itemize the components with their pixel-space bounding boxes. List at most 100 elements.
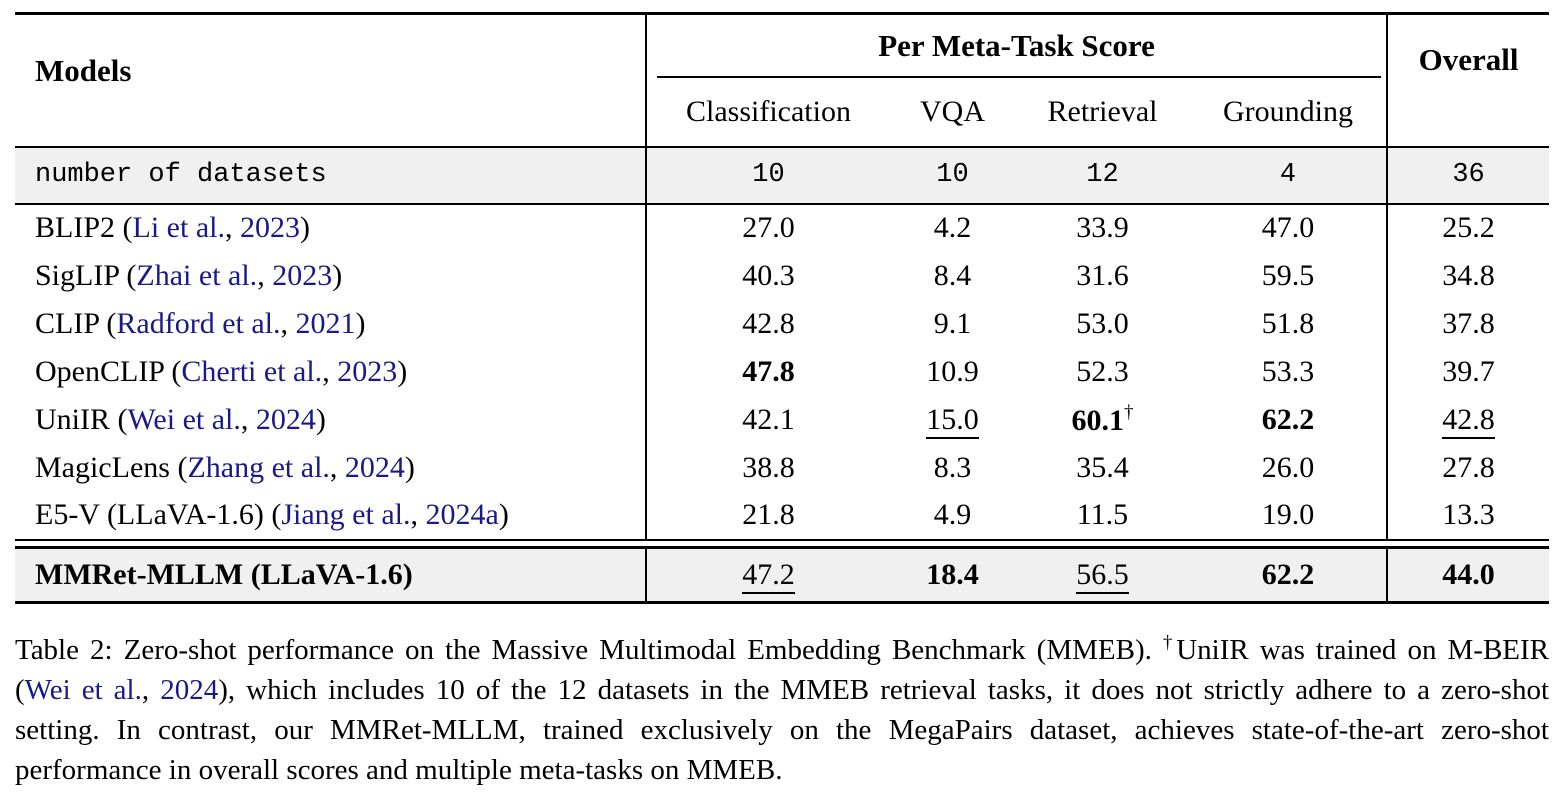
datasets-count-grounding: 4 — [1190, 146, 1388, 205]
score-cell: 31.6 — [1076, 258, 1129, 292]
model-name: UniIR — [35, 402, 110, 436]
model-name: OpenCLIP — [35, 354, 164, 388]
dagger-marker: † — [1124, 401, 1134, 423]
col-header-vqa: VQA — [890, 77, 1015, 148]
double-rule-divider — [15, 538, 1550, 549]
datasets-row-label: number of datasets — [15, 146, 646, 205]
citation-year-link[interactable]: 2024a — [425, 498, 499, 531]
model-name: BLIP2 — [35, 211, 116, 244]
datasets-count-retrieval: 12 — [1015, 146, 1190, 205]
score-cell: 47.0 — [1261, 211, 1315, 244]
score-cell: 11.5 — [1076, 498, 1129, 531]
caption-text: UniIR was trained on M-BEIR ( — [15, 633, 1549, 706]
citation-year-link[interactable]: 2023 — [337, 354, 398, 388]
citation-link[interactable]: Radford et al. — [116, 306, 281, 340]
score-cell: 42.8 — [1386, 395, 1550, 444]
col-header-group-meta-task: Per Meta-Task Score — [644, 13, 1388, 78]
model-cell: OpenCLIP (Cherti et al., 2023) — [35, 354, 408, 388]
score-cell: 18.4 — [890, 547, 1015, 604]
score-cell: 19.0 — [1261, 498, 1315, 531]
score-cell: 40.3 — [645, 251, 890, 300]
results-table: Models Per Meta-Task Score Overall Class… — [15, 12, 1550, 604]
table-row: UniIR (Wei et al., 2024) 42.1 15.0 60.1† 62.… — [15, 395, 1550, 444]
citation-link[interactable]: Wei et al. — [24, 673, 142, 706]
table-row: E5-V (LLaVA-1.6) (Jiang et al., 2024a) 21… — [15, 491, 1550, 540]
score-cell: 25.2 — [1386, 203, 1550, 252]
score-cell: 39.7 — [1386, 347, 1550, 396]
score-cell: 44.0 — [1386, 547, 1550, 604]
model-name: CLIP — [35, 306, 99, 340]
citation-year-link[interactable]: 2023 — [239, 211, 300, 244]
citation-link[interactable]: Zhang et al. — [187, 450, 330, 484]
score-cell: 37.8 — [1386, 299, 1550, 348]
score-cell: 35.4 — [1076, 450, 1129, 484]
citation-year-link[interactable]: 2024 — [255, 402, 316, 436]
model-cell: BLIP2 (Li et al., 2023) — [35, 211, 310, 244]
score-cell: 10.9 — [926, 354, 979, 388]
table-row: CLIP (Radford et al., 2021) 42.8 9.1 53.0 51… — [15, 299, 1550, 348]
col-header-classification: Classification — [645, 77, 890, 148]
score-cell: 56.5 — [1015, 547, 1190, 604]
score-cell: 53.0 — [1076, 306, 1129, 340]
score-cell: 62.2 — [1190, 547, 1388, 604]
score-cell: 47.8 — [645, 347, 890, 396]
score-cell: 8.3 — [933, 450, 972, 484]
score-cell: 9.1 — [933, 306, 972, 340]
model-cell: MagicLens (Zhang et al., 2024) — [35, 450, 415, 484]
model-name: MagicLens — [35, 450, 170, 484]
citation-link[interactable]: 2024 — [160, 673, 219, 706]
table-caption: Table 2: Zero-shot performance on the Ma… — [15, 630, 1549, 790]
score-cell: 27.8 — [1386, 443, 1550, 492]
score-cell: 34.8 — [1386, 251, 1550, 300]
citation-year-link[interactable]: 2021 — [295, 306, 356, 340]
citation-link[interactable]: Li et al. — [132, 211, 225, 244]
datasets-count-overall: 36 — [1386, 146, 1550, 205]
model-name: SigLIP — [35, 258, 119, 292]
score-cell: 33.9 — [1076, 211, 1129, 244]
score-cell: 15.0 — [890, 396, 1015, 444]
caption-dagger: † — [1162, 631, 1177, 653]
col-header-overall: Overall — [1386, 13, 1550, 148]
score-cell: 42.8 — [645, 299, 890, 348]
table-row: SigLIP (Zhai et al., 2023) 40.3 8.4 31.6 59.… — [15, 251, 1550, 300]
score-cell: 38.8 — [645, 443, 890, 492]
score-cell: 53.3 — [1261, 354, 1315, 388]
score-cell: 26.0 — [1261, 450, 1315, 484]
paper-page: Models Per Meta-Task Score Overall Class… — [0, 12, 1564, 806]
score-cell: 21.8 — [645, 491, 890, 540]
model-cell: SigLIP (Zhai et al., 2023) — [35, 258, 343, 292]
score-cell: 42.1 — [645, 395, 890, 444]
citation-link[interactable]: Cherti et al. — [181, 354, 323, 388]
score-cell: 47.2 — [645, 547, 890, 604]
citation-link[interactable]: Wei et al. — [127, 402, 241, 436]
datasets-count-vqa: 10 — [890, 146, 1015, 205]
datasets-count-classification: 10 — [645, 146, 890, 205]
caption-text: ), which includes 10 of the 12 datasets … — [15, 673, 1550, 786]
caption-text: Table 2: Zero-shot performance on the Ma… — [15, 633, 1163, 666]
score-cell: 4.9 — [933, 498, 972, 531]
citation-link[interactable]: Jiang et al. — [281, 498, 411, 531]
citation-year-link[interactable]: 2023 — [272, 258, 333, 292]
score-cell: 60.1† — [1071, 401, 1134, 437]
model-cell: MMRet-MLLM (LLaVA-1.6) — [15, 547, 646, 604]
model-cell: E5-V (LLaVA-1.6) (Jiang et al., 2024a) — [35, 498, 509, 531]
citation-link[interactable]: Zhai et al. — [136, 258, 258, 292]
table-row-highlight: MMRet-MLLM (LLaVA-1.6) 47.2 18.4 56.5 62.2 44… — [15, 547, 1550, 604]
score-cell: 27.0 — [645, 203, 890, 252]
citation-year-link[interactable]: 2024 — [344, 450, 405, 484]
score-cell: 8.4 — [933, 258, 972, 292]
model-cell: CLIP (Radford et al., 2021) — [35, 306, 366, 340]
caption-text: , — [141, 673, 161, 706]
score-cell: 59.5 — [1261, 258, 1315, 292]
model-name: E5-V (LLaVA-1.6) — [35, 498, 264, 531]
score-cell: 4.2 — [933, 211, 972, 244]
col-header-models: Models — [15, 13, 646, 148]
col-header-retrieval: Retrieval — [1015, 77, 1190, 148]
score-cell: 51.8 — [1261, 306, 1315, 340]
datasets-count-row: number of datasets 10 10 12 4 36 — [15, 146, 1550, 205]
score-cell: 62.2 — [1261, 402, 1315, 436]
model-cell: UniIR (Wei et al., 2024) — [35, 402, 326, 436]
table-row: OpenCLIP (Cherti et al., 2023) 47.8 10.9 52… — [15, 347, 1550, 396]
table-row: MagicLens (Zhang et al., 2024) 38.8 8.3 35.… — [15, 443, 1550, 492]
col-header-grounding: Grounding — [1190, 77, 1388, 148]
